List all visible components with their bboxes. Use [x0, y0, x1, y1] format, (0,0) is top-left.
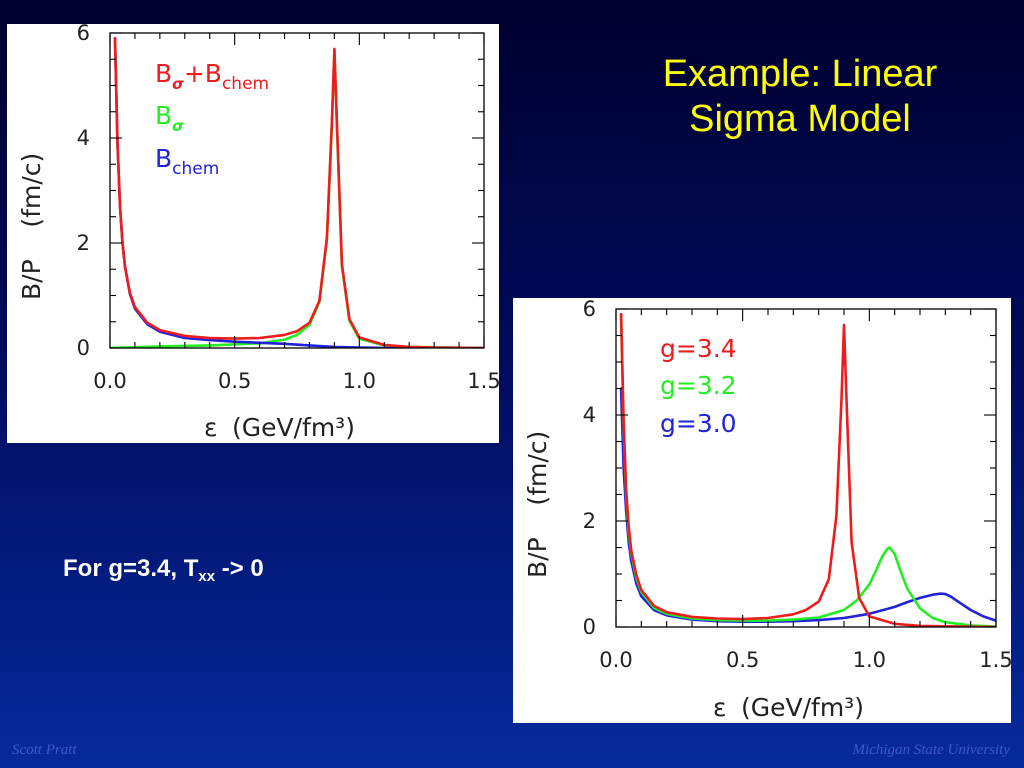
- chart-1-legend: Bσ+Bchem Bσ Bchem: [155, 59, 269, 179]
- x-tick-label: 0.0: [93, 369, 126, 393]
- bulk-viscosity-components-chart: 0.0 0.5 1.0 1.5 0 2 4 6 ε (GeV/fm³) B/P (fm/c) …: [7, 24, 499, 443]
- x-tick-label: 0.5: [726, 648, 759, 672]
- y-tick-label: 0: [583, 615, 596, 639]
- chart-1-ylabel: B/P (fm/c): [17, 153, 46, 300]
- x-tick-label: 1.0: [853, 648, 886, 672]
- g-note-main: For g=3.4, T: [63, 555, 199, 582]
- footer-institution: Michigan State University: [852, 742, 1010, 758]
- slide-title-line1: Example: Linear: [662, 53, 938, 95]
- y-tick-label: 4: [583, 403, 596, 427]
- chart-2-xlabel-units: (GeV/fm³): [741, 693, 864, 722]
- legend-item-g-3-2: g=3.2: [660, 371, 737, 400]
- x-tick-label: 1.5: [979, 648, 1011, 672]
- y-tick-label: 2: [583, 509, 596, 533]
- legend-item-b-chem: Bchem: [155, 144, 219, 179]
- footer-author: Scott Pratt: [12, 742, 77, 758]
- legend-item-g-3-0: g=3.0: [660, 409, 737, 438]
- legend-item-g-3-4: g=3.4: [660, 334, 737, 363]
- x-tick-label: 0.0: [599, 648, 632, 672]
- chart-1-xlabel-units: (GeV/fm³): [232, 413, 355, 442]
- y-tick-label: 2: [77, 231, 90, 255]
- y-tick-label: 6: [77, 24, 90, 45]
- g-note-tail: -> 0: [215, 555, 264, 582]
- chart-1-xlabel-symbol: ε: [204, 413, 218, 442]
- series-line-g-3-0: [619, 387, 996, 624]
- series-line-b-bchem: [113, 37, 484, 348]
- slide-title-line2: Sigma Model: [689, 97, 911, 140]
- y-tick-label: 4: [77, 126, 90, 150]
- x-tick-label: 1.5: [467, 369, 499, 393]
- g-note: For g=3.4, Txx -> 0: [63, 555, 264, 585]
- coupling-comparison-chart: 0.0 0.5 1.0 1.5 0 2 4 6 ε (GeV/fm³) B/P (fm/c) …: [513, 298, 1011, 723]
- y-tick-label: 0: [77, 336, 90, 360]
- chart-2-xlabel-symbol: ε: [713, 693, 727, 722]
- g-note-subscript: xx: [198, 568, 216, 585]
- series-line-b-: [110, 50, 484, 348]
- slide-title: Example: Linear Sigma Model: [590, 52, 1010, 142]
- x-tick-label: 1.0: [343, 369, 376, 393]
- x-tick-label: 0.5: [218, 369, 251, 393]
- legend-item-b-sigma-plus-b-chem: Bσ+Bchem: [155, 59, 269, 94]
- chart-2-ylabel: B/P (fm/c): [523, 431, 552, 578]
- y-tick-label: 6: [583, 298, 596, 321]
- legend-item-b-sigma: Bσ: [155, 101, 184, 135]
- chart-2-legend: g=3.4 g=3.2 g=3.0: [660, 334, 737, 438]
- series-line-g-3-4: [619, 312, 996, 627]
